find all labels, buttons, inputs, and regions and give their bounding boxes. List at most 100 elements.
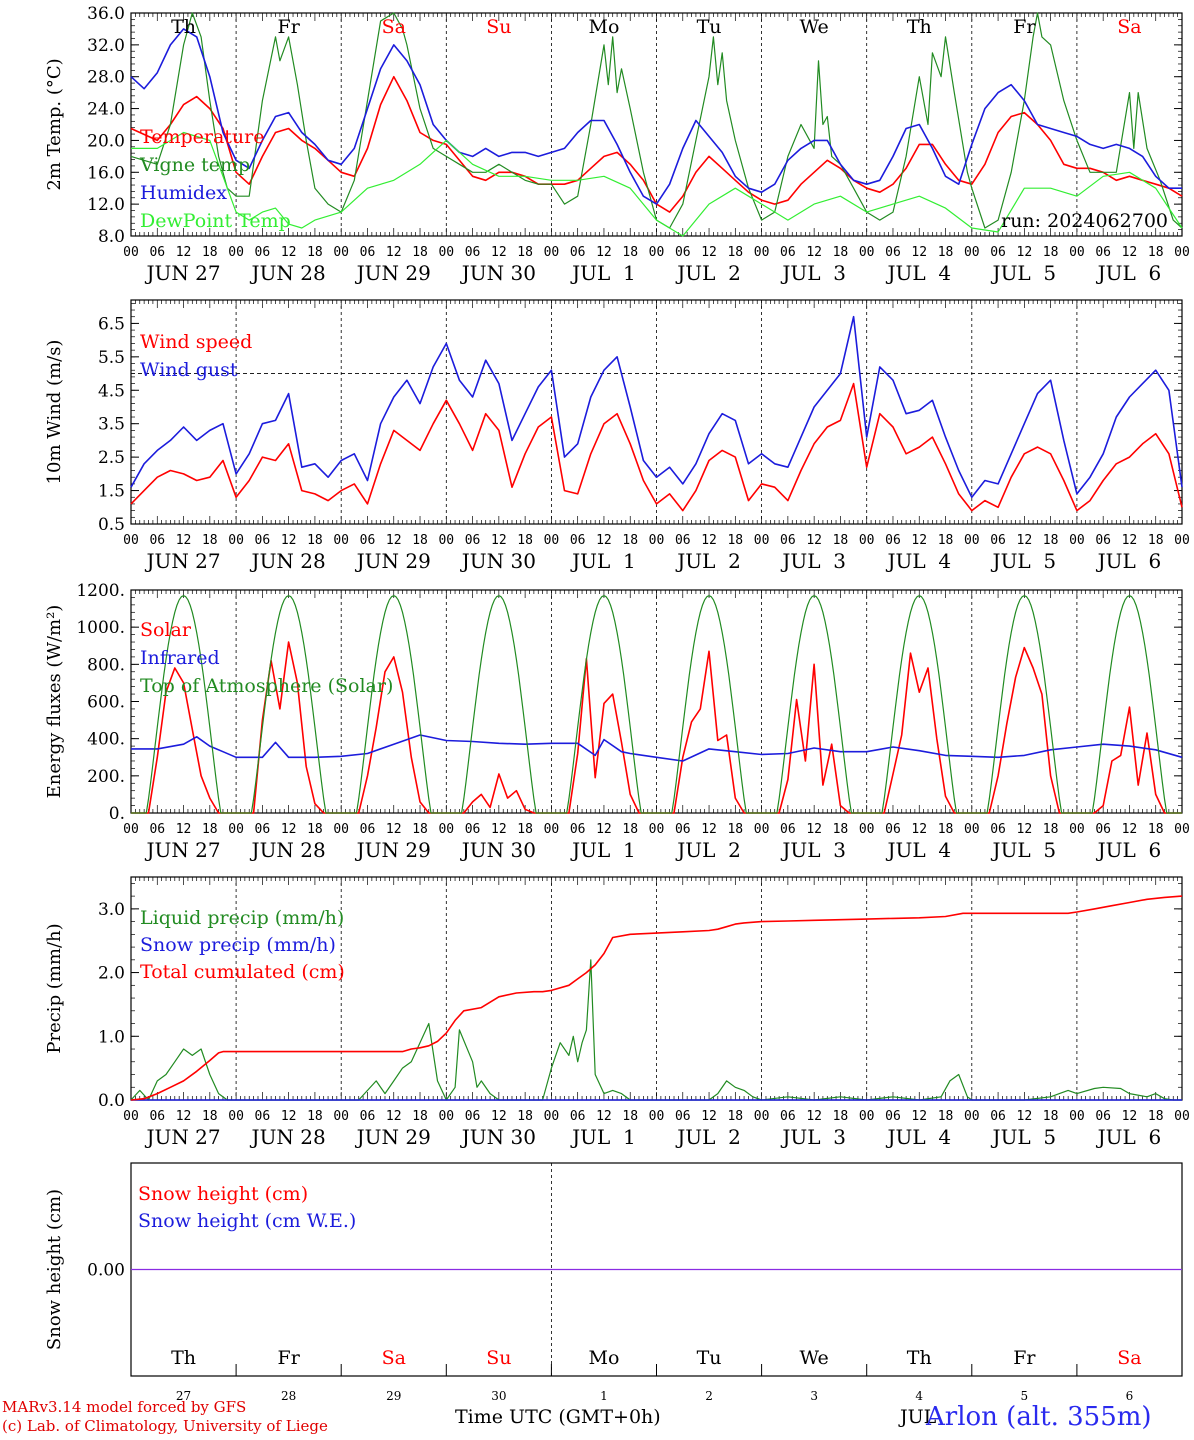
hour-tick-label: 00 xyxy=(228,533,244,548)
panel-snow xyxy=(130,1162,1183,1377)
hour-tick-label: 12 xyxy=(806,533,822,548)
y-tick-label: 3.5 xyxy=(98,415,125,435)
hour-tick-label: 00 xyxy=(964,822,980,837)
hour-tick-label: 12 xyxy=(281,1109,297,1124)
hour-tick-label: 06 xyxy=(885,822,901,837)
date-label: JUL 6 xyxy=(1096,261,1162,285)
hour-tick-label: 00 xyxy=(754,1109,770,1124)
date-label: JUN 27 xyxy=(144,1125,220,1149)
hour-tick-label: 00 xyxy=(859,1109,875,1124)
hour-tick-label: 12 xyxy=(281,533,297,548)
hour-tick-label: 00 xyxy=(649,245,665,260)
hour-tick-label: 06 xyxy=(1095,245,1111,260)
y-tick-label: 5.5 xyxy=(98,348,125,368)
legend-top-of-atmosphere-solar-: Top of Atmosphere (Solar) xyxy=(140,675,393,697)
day-number-label: 1 xyxy=(600,1389,608,1403)
hour-tick-label: 00 xyxy=(333,533,349,548)
hour-tick-label: 00 xyxy=(544,822,560,837)
hour-tick-label: 12 xyxy=(491,245,507,260)
y-axis-label: Snow height (cm) xyxy=(44,1189,65,1350)
hour-tick-label: 12 xyxy=(386,245,402,260)
hour-tick-label: 18 xyxy=(727,1109,743,1124)
y-tick-label: 800. xyxy=(87,655,125,675)
day-number-label: 6 xyxy=(1126,1389,1134,1403)
date-label: JUN 28 xyxy=(250,838,326,862)
day-number-label: 28 xyxy=(281,1389,296,1403)
day-name-label: Th xyxy=(907,16,932,38)
legend-infrared: Infrared xyxy=(140,647,220,669)
hour-tick-label: 12 xyxy=(1122,533,1138,548)
station-label: Arlon (alt. 355m) xyxy=(926,1402,1152,1432)
date-label: JUL 3 xyxy=(780,549,846,573)
hour-tick-label: 12 xyxy=(1017,245,1033,260)
hour-tick-label: 18 xyxy=(307,245,323,260)
hour-tick-label: 12 xyxy=(911,245,927,260)
hour-tick-label: 18 xyxy=(833,822,849,837)
day-number-label: 30 xyxy=(491,1389,506,1403)
hour-tick-label: 00 xyxy=(1069,245,1085,260)
hour-tick-label: 00 xyxy=(964,245,980,260)
hour-tick-label: 00 xyxy=(333,245,349,260)
hour-tick-label: 06 xyxy=(465,245,481,260)
legend-dewpoint-temp: DewPoint Temp xyxy=(140,210,291,232)
hour-tick-label: 00 xyxy=(964,533,980,548)
y-tick-label: 0. xyxy=(109,804,125,824)
hour-tick-label: 18 xyxy=(202,245,218,260)
y-tick-label: 200. xyxy=(87,767,125,787)
day-name-label: Th xyxy=(907,1347,932,1369)
hour-tick-label: 12 xyxy=(491,533,507,548)
date-label: JUN 30 xyxy=(460,549,536,573)
y-tick-label: 6.5 xyxy=(98,314,125,334)
hour-tick-label: 06 xyxy=(780,533,796,548)
date-label: JUL 1 xyxy=(570,549,636,573)
legend-wind-gust: Wind gust xyxy=(140,359,238,381)
hour-tick-label: 18 xyxy=(307,822,323,837)
legend-vigne-temp: Vigne temp xyxy=(139,154,250,176)
day-number-label: 29 xyxy=(386,1389,401,1403)
hour-tick-label: 06 xyxy=(255,245,271,260)
hour-tick-label: 18 xyxy=(1043,533,1059,548)
date-label: JUL 2 xyxy=(675,261,741,285)
day-name-label: We xyxy=(800,16,829,38)
day-name-label: Sa xyxy=(382,1347,406,1369)
date-label: JUL 5 xyxy=(991,838,1057,862)
date-label: JUL 2 xyxy=(675,1125,741,1149)
hour-tick-label: 00 xyxy=(544,1109,560,1124)
hour-tick-label: 06 xyxy=(570,822,586,837)
panel-temp xyxy=(130,12,1183,237)
day-name-label: Tu xyxy=(697,16,722,38)
y-tick-label: 8.0 xyxy=(98,227,125,247)
series-solar xyxy=(131,641,1182,814)
date-label: JUN 30 xyxy=(460,838,536,862)
y-tick-label: 36.0 xyxy=(87,4,125,24)
date-label: JUL 5 xyxy=(991,1125,1057,1149)
hour-tick-label: 18 xyxy=(1043,245,1059,260)
hour-tick-label: 06 xyxy=(465,533,481,548)
hour-tick-label: 18 xyxy=(727,533,743,548)
panel-wind xyxy=(130,299,1183,525)
date-label: JUN 27 xyxy=(144,261,220,285)
y-tick-label: 1.5 xyxy=(98,482,125,502)
model-line: MARv3.14 model forced by GFS xyxy=(2,1398,247,1416)
hour-tick-label: 18 xyxy=(307,1109,323,1124)
day-number-label: 2 xyxy=(705,1389,713,1403)
hour-tick-label: 12 xyxy=(281,245,297,260)
month-label: JUL xyxy=(900,1406,937,1428)
hour-tick-label: 12 xyxy=(596,1109,612,1124)
y-axis-label: 2m Temp. (°C) xyxy=(44,58,65,190)
hour-tick-label: 06 xyxy=(1095,1109,1111,1124)
hour-tick-label: 18 xyxy=(1043,822,1059,837)
hour-tick-label: 12 xyxy=(596,822,612,837)
hour-tick-label: 00 xyxy=(649,1109,665,1124)
hour-tick-label: 18 xyxy=(517,533,533,548)
y-tick-label: 32.0 xyxy=(87,36,125,56)
hour-tick-label: 12 xyxy=(911,822,927,837)
hour-tick-label: 18 xyxy=(622,533,638,548)
hour-tick-label: 00 xyxy=(649,822,665,837)
y-tick-label: 1.0 xyxy=(98,1027,125,1047)
hour-tick-label: 12 xyxy=(176,822,192,837)
hour-tick-label: 00 xyxy=(123,1109,139,1124)
plot-frame xyxy=(130,299,1183,525)
hour-tick-label: 12 xyxy=(911,1109,927,1124)
hour-tick-label: 06 xyxy=(255,1109,271,1124)
